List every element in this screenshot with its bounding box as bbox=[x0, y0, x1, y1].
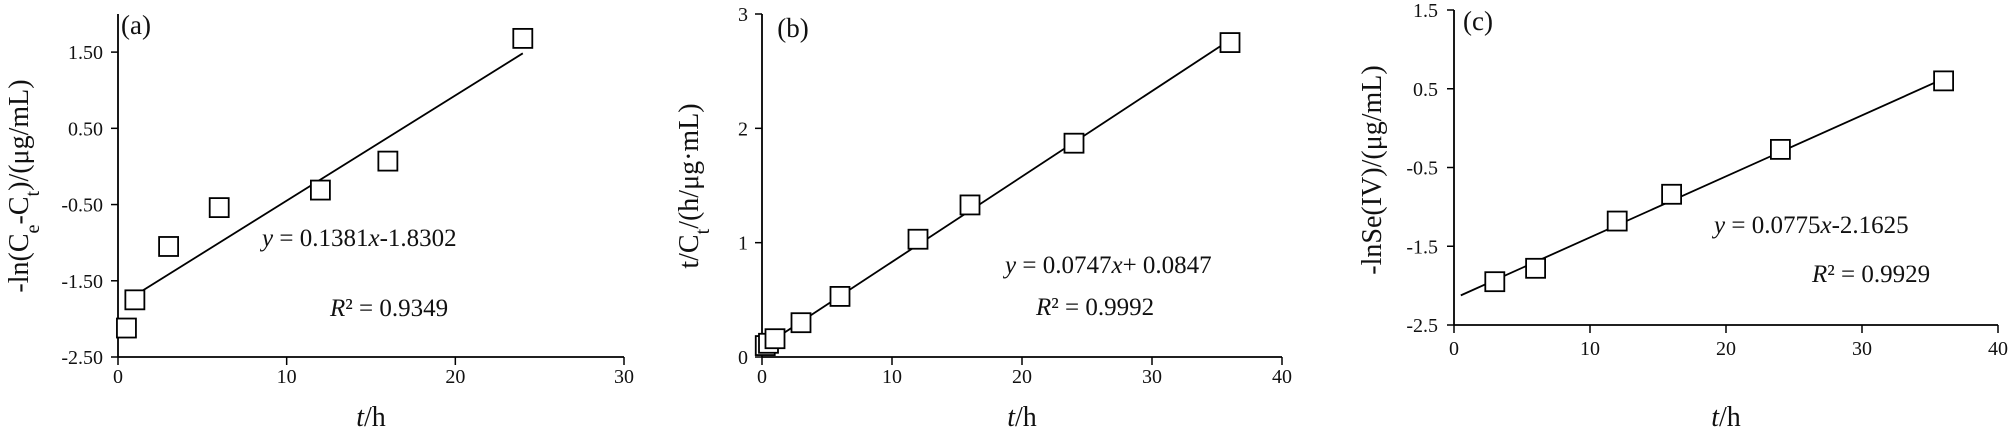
y-tick-label: -0.5 bbox=[1406, 158, 1438, 180]
data-point bbox=[790, 312, 812, 334]
data-point bbox=[907, 228, 929, 250]
panel-label: (a) bbox=[121, 10, 151, 40]
x-tick-label: 30 bbox=[614, 366, 634, 388]
y-tick-label: -2.50 bbox=[61, 347, 103, 369]
equation-label: y = 0.0775x-2.1625 bbox=[1711, 212, 1909, 239]
y-axis-title: -lnSe(IV)/(μg/mL) bbox=[1357, 65, 1388, 274]
x-tick-label: 20 bbox=[1012, 366, 1032, 388]
r2-label: R² = 0.9929 bbox=[1811, 261, 1930, 288]
y-tick-label: 1 bbox=[738, 233, 748, 255]
x-axis-title: t/h bbox=[1007, 402, 1037, 433]
y-axis-title: t/Ct/(h/μg·mL) bbox=[674, 103, 714, 268]
data-point bbox=[1661, 183, 1682, 205]
y-tick-label: 0.50 bbox=[68, 118, 103, 140]
y-tick-label: 2 bbox=[738, 118, 748, 140]
data-point bbox=[512, 27, 534, 49]
y-tick-label: -0.50 bbox=[61, 195, 103, 217]
equation-label: y = 0.0747x+ 0.0847 bbox=[1002, 252, 1212, 279]
y-tick-label: 1.5 bbox=[1413, 0, 1438, 22]
data-point bbox=[1063, 132, 1085, 154]
data-point bbox=[1606, 210, 1628, 232]
x-tick-label: 0 bbox=[757, 366, 767, 388]
data-point bbox=[208, 197, 230, 219]
x-tick-label: 0 bbox=[1449, 338, 1459, 360]
x-tick-label: 10 bbox=[882, 366, 902, 388]
y-tick-label: 0 bbox=[738, 347, 748, 369]
data-point bbox=[377, 150, 399, 172]
data-point bbox=[158, 236, 180, 257]
data-point bbox=[1219, 32, 1241, 53]
x-tick-label: 40 bbox=[1988, 338, 2008, 360]
y-tick-label: -1.5 bbox=[1406, 236, 1438, 258]
x-tick-label: 20 bbox=[1716, 338, 1736, 360]
data-point bbox=[1484, 271, 1506, 293]
x-axis-title: t/h bbox=[1711, 402, 1741, 433]
data-point bbox=[1525, 257, 1546, 279]
y-tick-label: 1.50 bbox=[68, 42, 103, 64]
x-tick-label: 10 bbox=[277, 366, 297, 388]
data-point bbox=[764, 328, 786, 350]
y-tick-label: 3 bbox=[738, 4, 748, 26]
data-point bbox=[959, 194, 981, 216]
x-axis-title: t/h bbox=[356, 402, 386, 433]
panel-label: (b) bbox=[777, 13, 808, 43]
r2-label: R² = 0.9349 bbox=[329, 295, 448, 322]
x-tick-label: 10 bbox=[1580, 338, 1600, 360]
data-point bbox=[1770, 138, 1791, 160]
chart-panel-c: 0 10 20 30 40 -2.5 -1.5 -0.5 0.5 1.5 (c) y = 0.0775… bbox=[1357, 0, 2008, 433]
data-point bbox=[829, 286, 851, 307]
panel-label: (c) bbox=[1463, 6, 1493, 36]
chart-panel-b: 0 10 20 30 40 0 1 2 3 (b) y = 0.0747x+ 0.0847 R² = … bbox=[674, 4, 1292, 433]
chart-panel-a: 0 10 20 30 -2.50 -1.50 -0.50 0.50 1.50 (a) y = 0.1… bbox=[4, 10, 634, 433]
data-point bbox=[124, 289, 146, 311]
data-point bbox=[116, 317, 137, 339]
x-tick-label: 30 bbox=[1142, 366, 1162, 388]
fit-line bbox=[125, 52, 524, 302]
data-point bbox=[1933, 70, 1954, 92]
r2-label: R² = 0.9992 bbox=[1035, 294, 1154, 321]
x-tick-label: 40 bbox=[1272, 366, 1292, 388]
data-point bbox=[309, 179, 331, 201]
y-tick-label: -1.50 bbox=[61, 271, 103, 293]
y-axis-title: -ln(Ce-Ct)/(μg/mL) bbox=[4, 79, 44, 292]
x-tick-label: 0 bbox=[113, 366, 123, 388]
equation-label: y = 0.1381x-1.8302 bbox=[259, 225, 457, 252]
y-tick-label: 0.5 bbox=[1413, 79, 1438, 101]
x-tick-label: 30 bbox=[1852, 338, 1872, 360]
y-tick-label: -2.5 bbox=[1406, 315, 1438, 337]
x-tick-label: 20 bbox=[445, 366, 465, 388]
